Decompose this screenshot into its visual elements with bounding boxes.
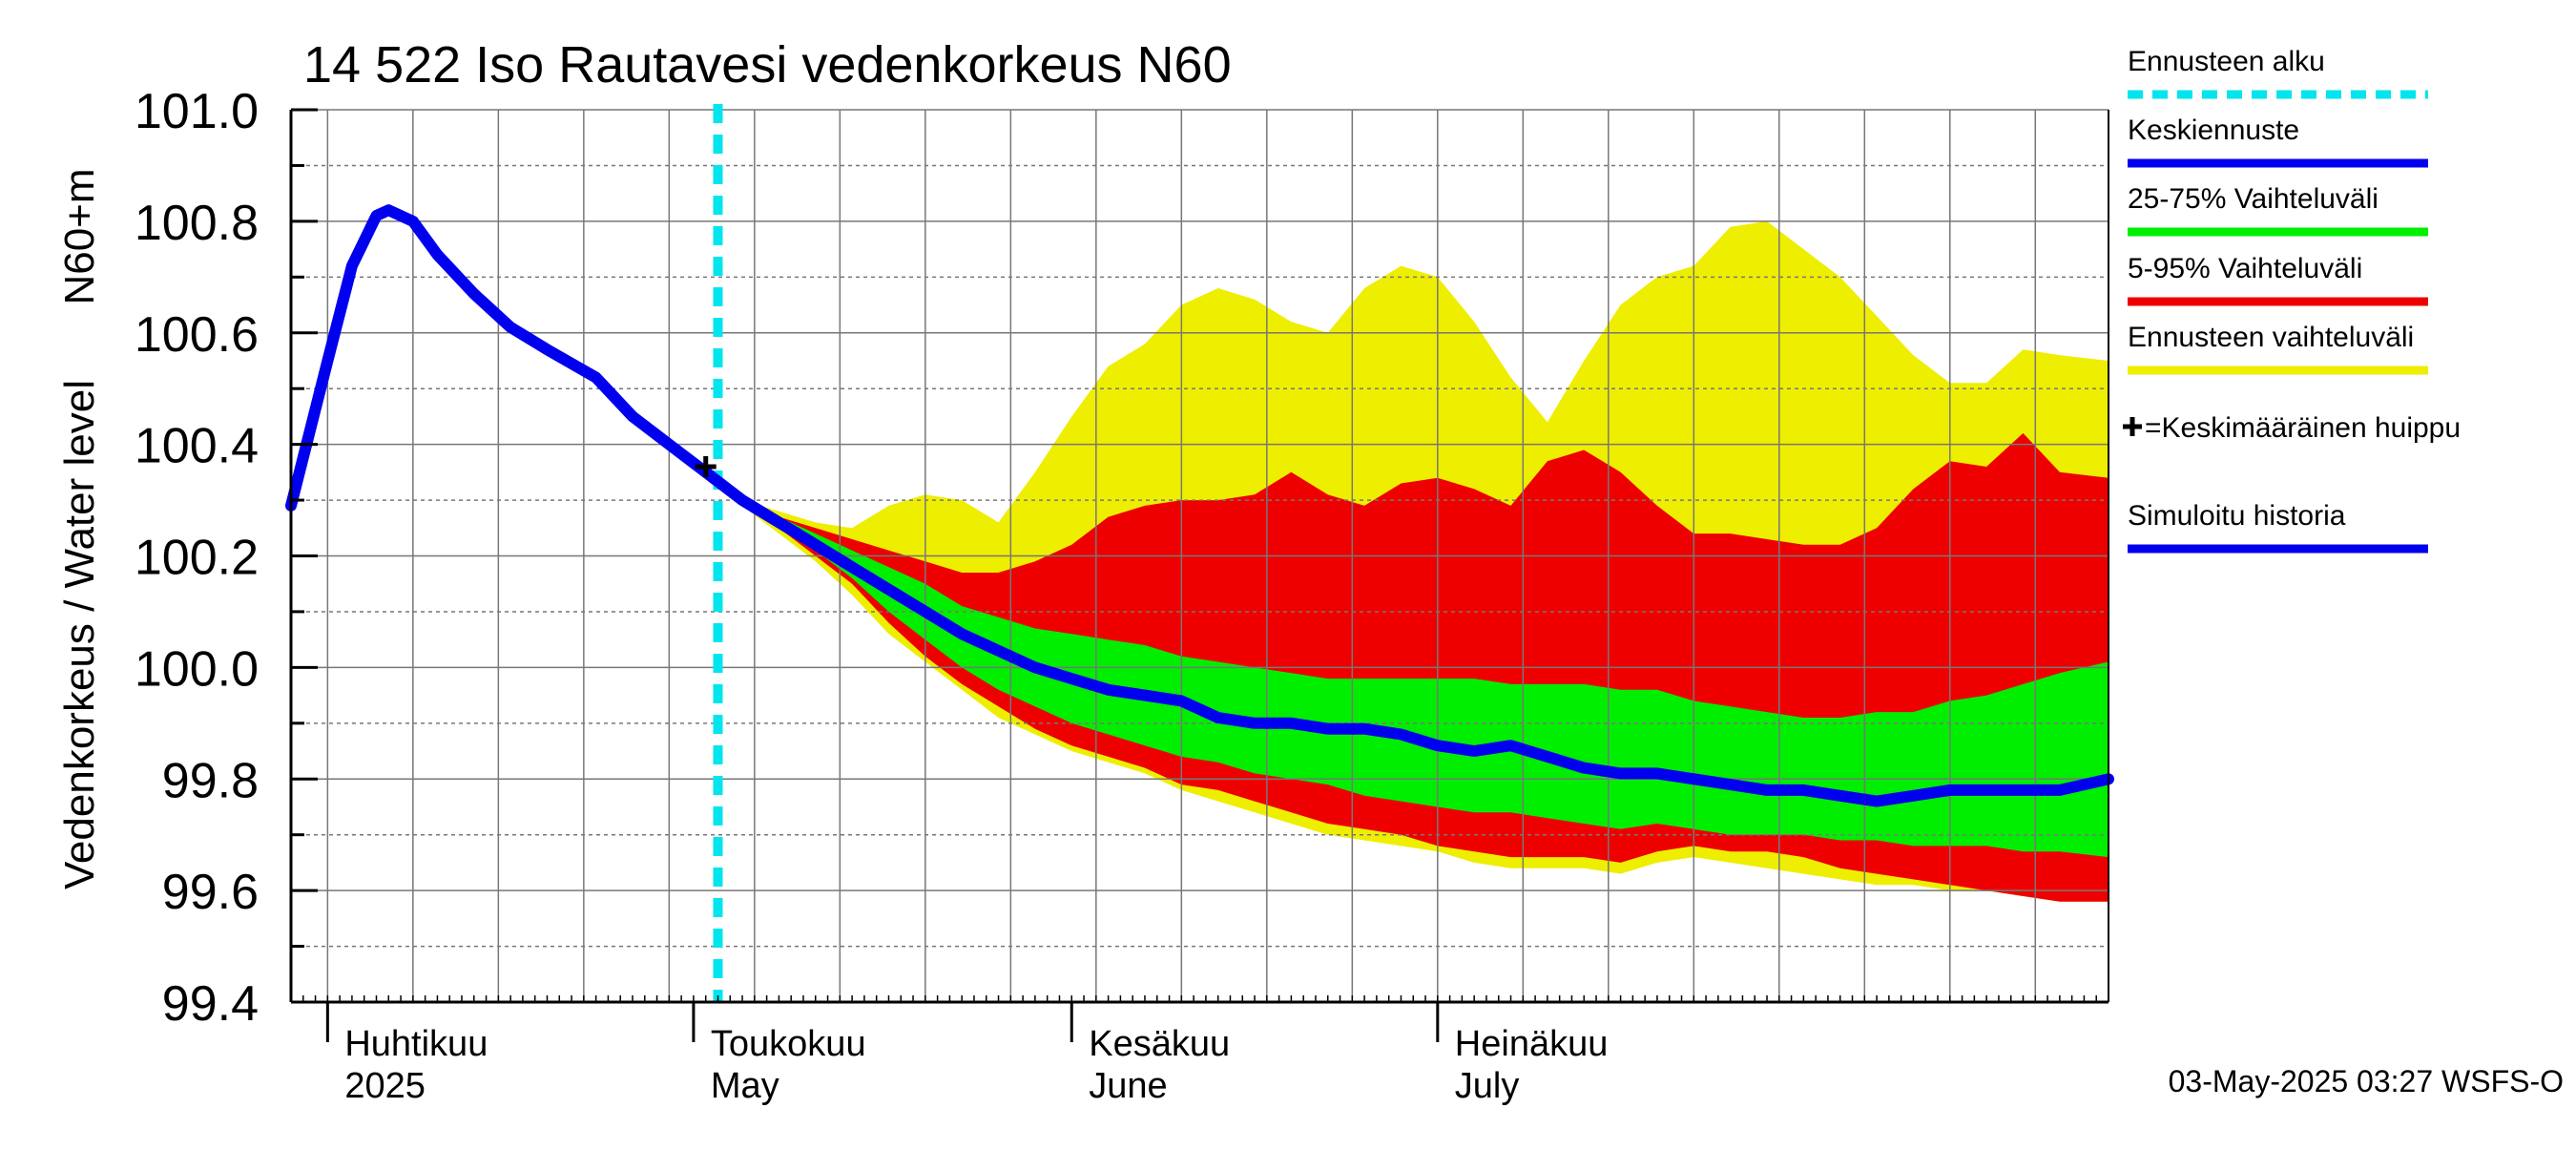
month-label-en: June (1089, 1066, 1167, 1106)
y-axis-unit: N60+m (56, 168, 103, 304)
month-label-fi: Heinäkuu (1455, 1024, 1609, 1064)
legend: Ennusteen alku Keskiennuste 25-75% Vaihtel… (2123, 46, 2461, 554)
legend-peak-symbol (2123, 417, 2142, 436)
grid (291, 109, 2109, 1003)
y-tick-label: 100.2 (135, 531, 259, 586)
y-tick-label: 101.0 (135, 84, 259, 139)
legend-label: Simuloitu historia (2128, 500, 2346, 532)
chart-title: 14 522 Iso Rautavesi vedenkorkeus N60 (303, 36, 1232, 94)
y-tick-label: 100.8 (135, 196, 259, 251)
y-tick-label: 99.4 (162, 976, 259, 1032)
legend-label: Ennusteen alku (2128, 46, 2325, 77)
footer-timestamp: 03-May-2025 03:27 WSFS-O (2169, 1064, 2564, 1098)
band-3 (705, 471, 2109, 858)
history-line (285, 204, 712, 512)
legend-label: Keskiennuste (2128, 115, 2299, 146)
y-tick-label: 100.6 (135, 307, 259, 363)
y-tick-label: 100.0 (135, 641, 259, 697)
legend-label: 25-75% Vaihteluväli (2128, 183, 2379, 215)
month-label-fi: Kesäkuu (1089, 1024, 1230, 1064)
month-label-en: May (711, 1066, 779, 1106)
legend-label: =Keskimääräinen huippu (2145, 412, 2461, 444)
legend-label: 5-95% Vaihteluväli (2128, 253, 2362, 284)
y-tick-label: 100.4 (135, 419, 259, 474)
legend-label: Ennusteen vaihteluväli (2128, 322, 2414, 353)
month-label-en: July (1455, 1066, 1520, 1106)
month-label-fi: Toukokuu (711, 1024, 866, 1064)
axes: 99.4 99.6 99.8 100.0 100.2 100.4 100.6 100.8 101… (135, 84, 2109, 1106)
y-axis-label: Vedenkorkeus / Water level (56, 380, 103, 889)
month-label-en: 2025 (344, 1066, 426, 1106)
y-tick-label: 99.8 (162, 753, 259, 808)
forecast-median-line (699, 466, 2114, 807)
data-lines (285, 104, 2114, 1002)
y-tick-label: 99.6 (162, 865, 259, 920)
peak-marker (695, 456, 717, 477)
month-label-fi: Huhtikuu (344, 1024, 488, 1064)
